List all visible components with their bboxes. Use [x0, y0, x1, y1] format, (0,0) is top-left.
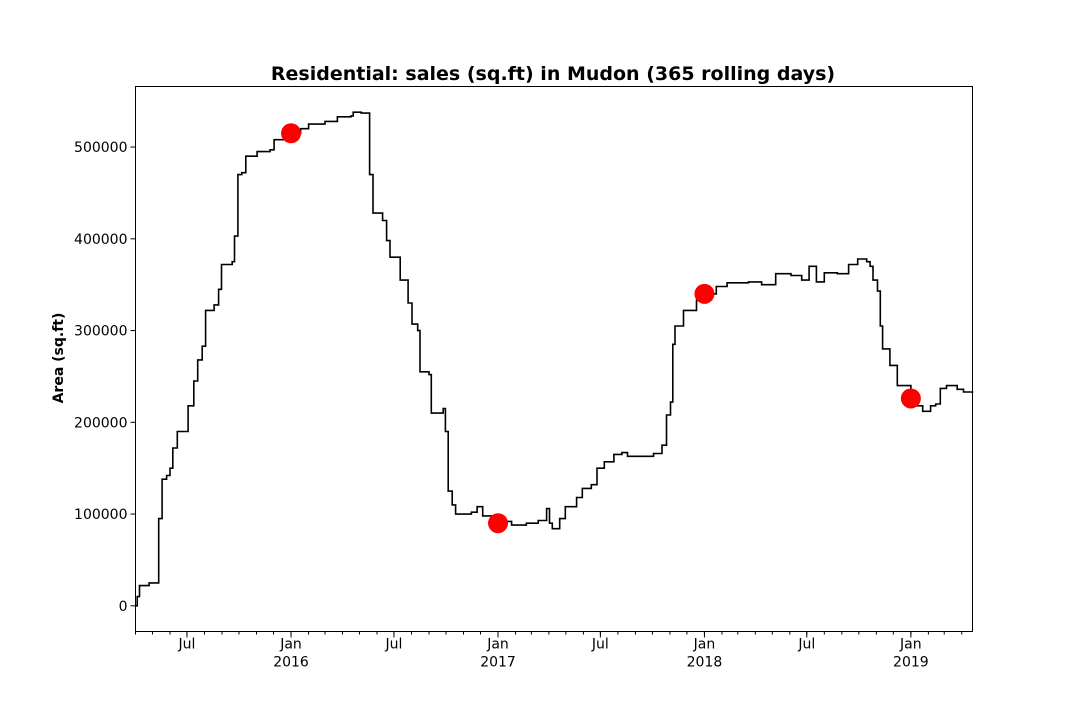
series-line: [135, 111, 974, 607]
x-tick-label: Jan: [899, 637, 922, 653]
highlight-marker: [281, 123, 302, 144]
y-axis-label: Area (sq.ft): [51, 313, 67, 404]
x-tick-label: Jan: [486, 637, 509, 653]
highlight-marker: [488, 513, 509, 534]
y-tick-label: 200000: [74, 415, 127, 431]
x-tick-label: Jul: [178, 637, 196, 653]
x-tick-label: Jul: [384, 637, 402, 653]
y-tick-label: 500000: [74, 140, 127, 156]
highlight-marker: [900, 388, 921, 409]
x-tick-label: Jan: [279, 637, 302, 653]
y-axis: 0 100000 200000 300000 400000 500000: [74, 140, 136, 615]
chart-title: Residential: sales (sq.ft) in Mudon (365…: [271, 63, 835, 85]
y-tick-label: 100000: [74, 507, 127, 523]
x-tick-label: Jan: [693, 637, 716, 653]
y-tick-label: 300000: [74, 324, 127, 340]
x-tick-year-label: 2018: [687, 655, 723, 671]
x-tick-label: Jul: [797, 637, 815, 653]
x-tick-year-label: 2019: [893, 655, 929, 671]
x-tick-year-label: 2016: [273, 655, 309, 671]
highlight-marker: [694, 283, 715, 304]
marker-layer: [281, 123, 921, 534]
x-tick-year-label: 2017: [480, 655, 516, 671]
plot-frame: [135, 86, 973, 632]
y-tick-label: 400000: [74, 232, 127, 248]
y-tick-label: 0: [119, 599, 128, 615]
x-axis: Jul Jan 2016 Jul Jan 2017 Jul Jan 2018 Jul Jan 2019: [135, 631, 963, 671]
x-tick-label: Jul: [591, 637, 609, 653]
series-layer: [135, 111, 974, 607]
